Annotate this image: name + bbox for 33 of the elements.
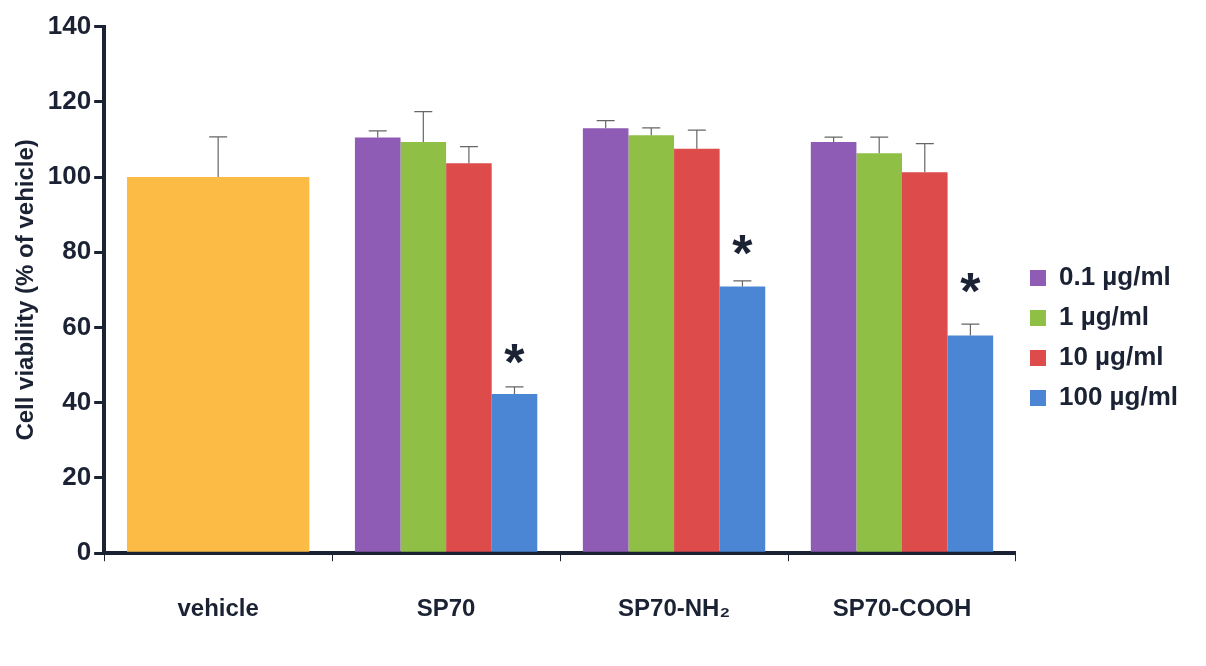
bar	[354, 137, 401, 552]
y-tick-label: 140	[47, 9, 92, 40]
y-tick-label: 80	[62, 235, 92, 266]
x-tick-label: SP70	[416, 594, 476, 622]
y-tick-label: 120	[47, 85, 92, 115]
x-tick-label: vehicle	[177, 594, 259, 622]
legend-label: 0.1 µg/ml	[1058, 261, 1171, 292]
bar	[126, 177, 310, 552]
bar	[856, 153, 902, 552]
y-tick-label: 0	[76, 536, 92, 567]
y-tick-label: 60	[62, 310, 92, 341]
annotation: *	[960, 261, 982, 320]
annotation: *	[732, 224, 754, 283]
bar	[582, 128, 629, 552]
x-tick-label: SP70-COOH	[832, 594, 972, 622]
legend-label: 1 µg/ml	[1058, 301, 1150, 332]
y-tick-label: 20	[62, 461, 92, 492]
bar	[491, 394, 538, 552]
bar	[400, 142, 447, 552]
bar	[674, 148, 720, 552]
bar	[947, 335, 994, 552]
bar	[810, 142, 857, 552]
legend-label: 10 µg/ml	[1058, 341, 1164, 372]
y-axis-title: Cell viability (% of vehicle)	[11, 139, 39, 441]
annotation: *	[504, 333, 526, 392]
x-tick-label: SP70-NH₂	[618, 594, 731, 622]
y-tick-label: 40	[62, 385, 92, 416]
y-tick-label: 100	[47, 160, 92, 191]
bar	[902, 172, 948, 552]
bar	[719, 286, 766, 552]
bar	[628, 135, 675, 552]
bar	[446, 163, 492, 552]
legend-label: 100 µg/ml	[1058, 381, 1178, 412]
